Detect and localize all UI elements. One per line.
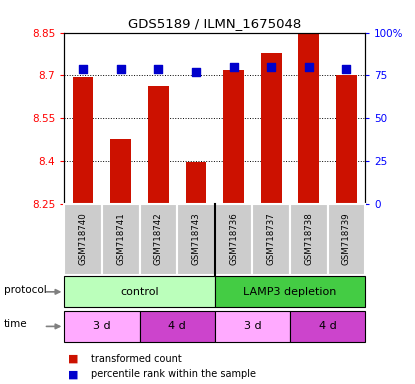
- Point: [117, 65, 124, 71]
- Text: 3 d: 3 d: [93, 321, 111, 331]
- Text: GSM718738: GSM718738: [304, 212, 313, 265]
- Point: [155, 65, 162, 71]
- Point: [230, 64, 237, 70]
- Bar: [73, 77, 93, 204]
- Text: 4 d: 4 d: [319, 321, 337, 331]
- Point: [268, 64, 274, 70]
- Point: [343, 65, 350, 71]
- Text: ■: ■: [68, 369, 83, 379]
- Bar: [215, 276, 365, 307]
- Bar: [290, 311, 365, 342]
- Bar: [298, 34, 319, 204]
- Bar: [290, 204, 327, 275]
- Text: time: time: [4, 319, 28, 329]
- Bar: [215, 204, 252, 275]
- Bar: [110, 139, 131, 204]
- Text: GSM718737: GSM718737: [267, 212, 276, 265]
- Text: GSM718741: GSM718741: [116, 212, 125, 265]
- Point: [80, 65, 86, 71]
- Text: GSM718743: GSM718743: [191, 212, 200, 265]
- Text: LAMP3 depletion: LAMP3 depletion: [243, 287, 337, 297]
- Point: [193, 69, 199, 75]
- Bar: [64, 311, 139, 342]
- Text: GSM718739: GSM718739: [342, 212, 351, 265]
- Text: 3 d: 3 d: [244, 321, 261, 331]
- Text: protocol: protocol: [4, 285, 47, 295]
- Text: GSM718742: GSM718742: [154, 212, 163, 265]
- Point: [305, 64, 312, 70]
- Bar: [139, 311, 215, 342]
- Text: transformed count: transformed count: [91, 354, 182, 364]
- Text: control: control: [120, 287, 159, 297]
- Bar: [64, 276, 215, 307]
- Bar: [223, 70, 244, 204]
- Bar: [336, 75, 357, 204]
- Bar: [148, 86, 168, 204]
- Bar: [327, 204, 365, 275]
- Bar: [215, 311, 290, 342]
- Title: GDS5189 / ILMN_1675048: GDS5189 / ILMN_1675048: [128, 17, 301, 30]
- Bar: [186, 162, 206, 204]
- Bar: [64, 204, 102, 275]
- Bar: [261, 53, 281, 204]
- Text: ■: ■: [68, 354, 83, 364]
- Text: GSM718736: GSM718736: [229, 212, 238, 265]
- Bar: [177, 204, 215, 275]
- Bar: [139, 204, 177, 275]
- Text: GSM718740: GSM718740: [78, 212, 88, 265]
- Bar: [102, 204, 139, 275]
- Text: 4 d: 4 d: [168, 321, 186, 331]
- Text: percentile rank within the sample: percentile rank within the sample: [91, 369, 256, 379]
- Bar: [252, 204, 290, 275]
